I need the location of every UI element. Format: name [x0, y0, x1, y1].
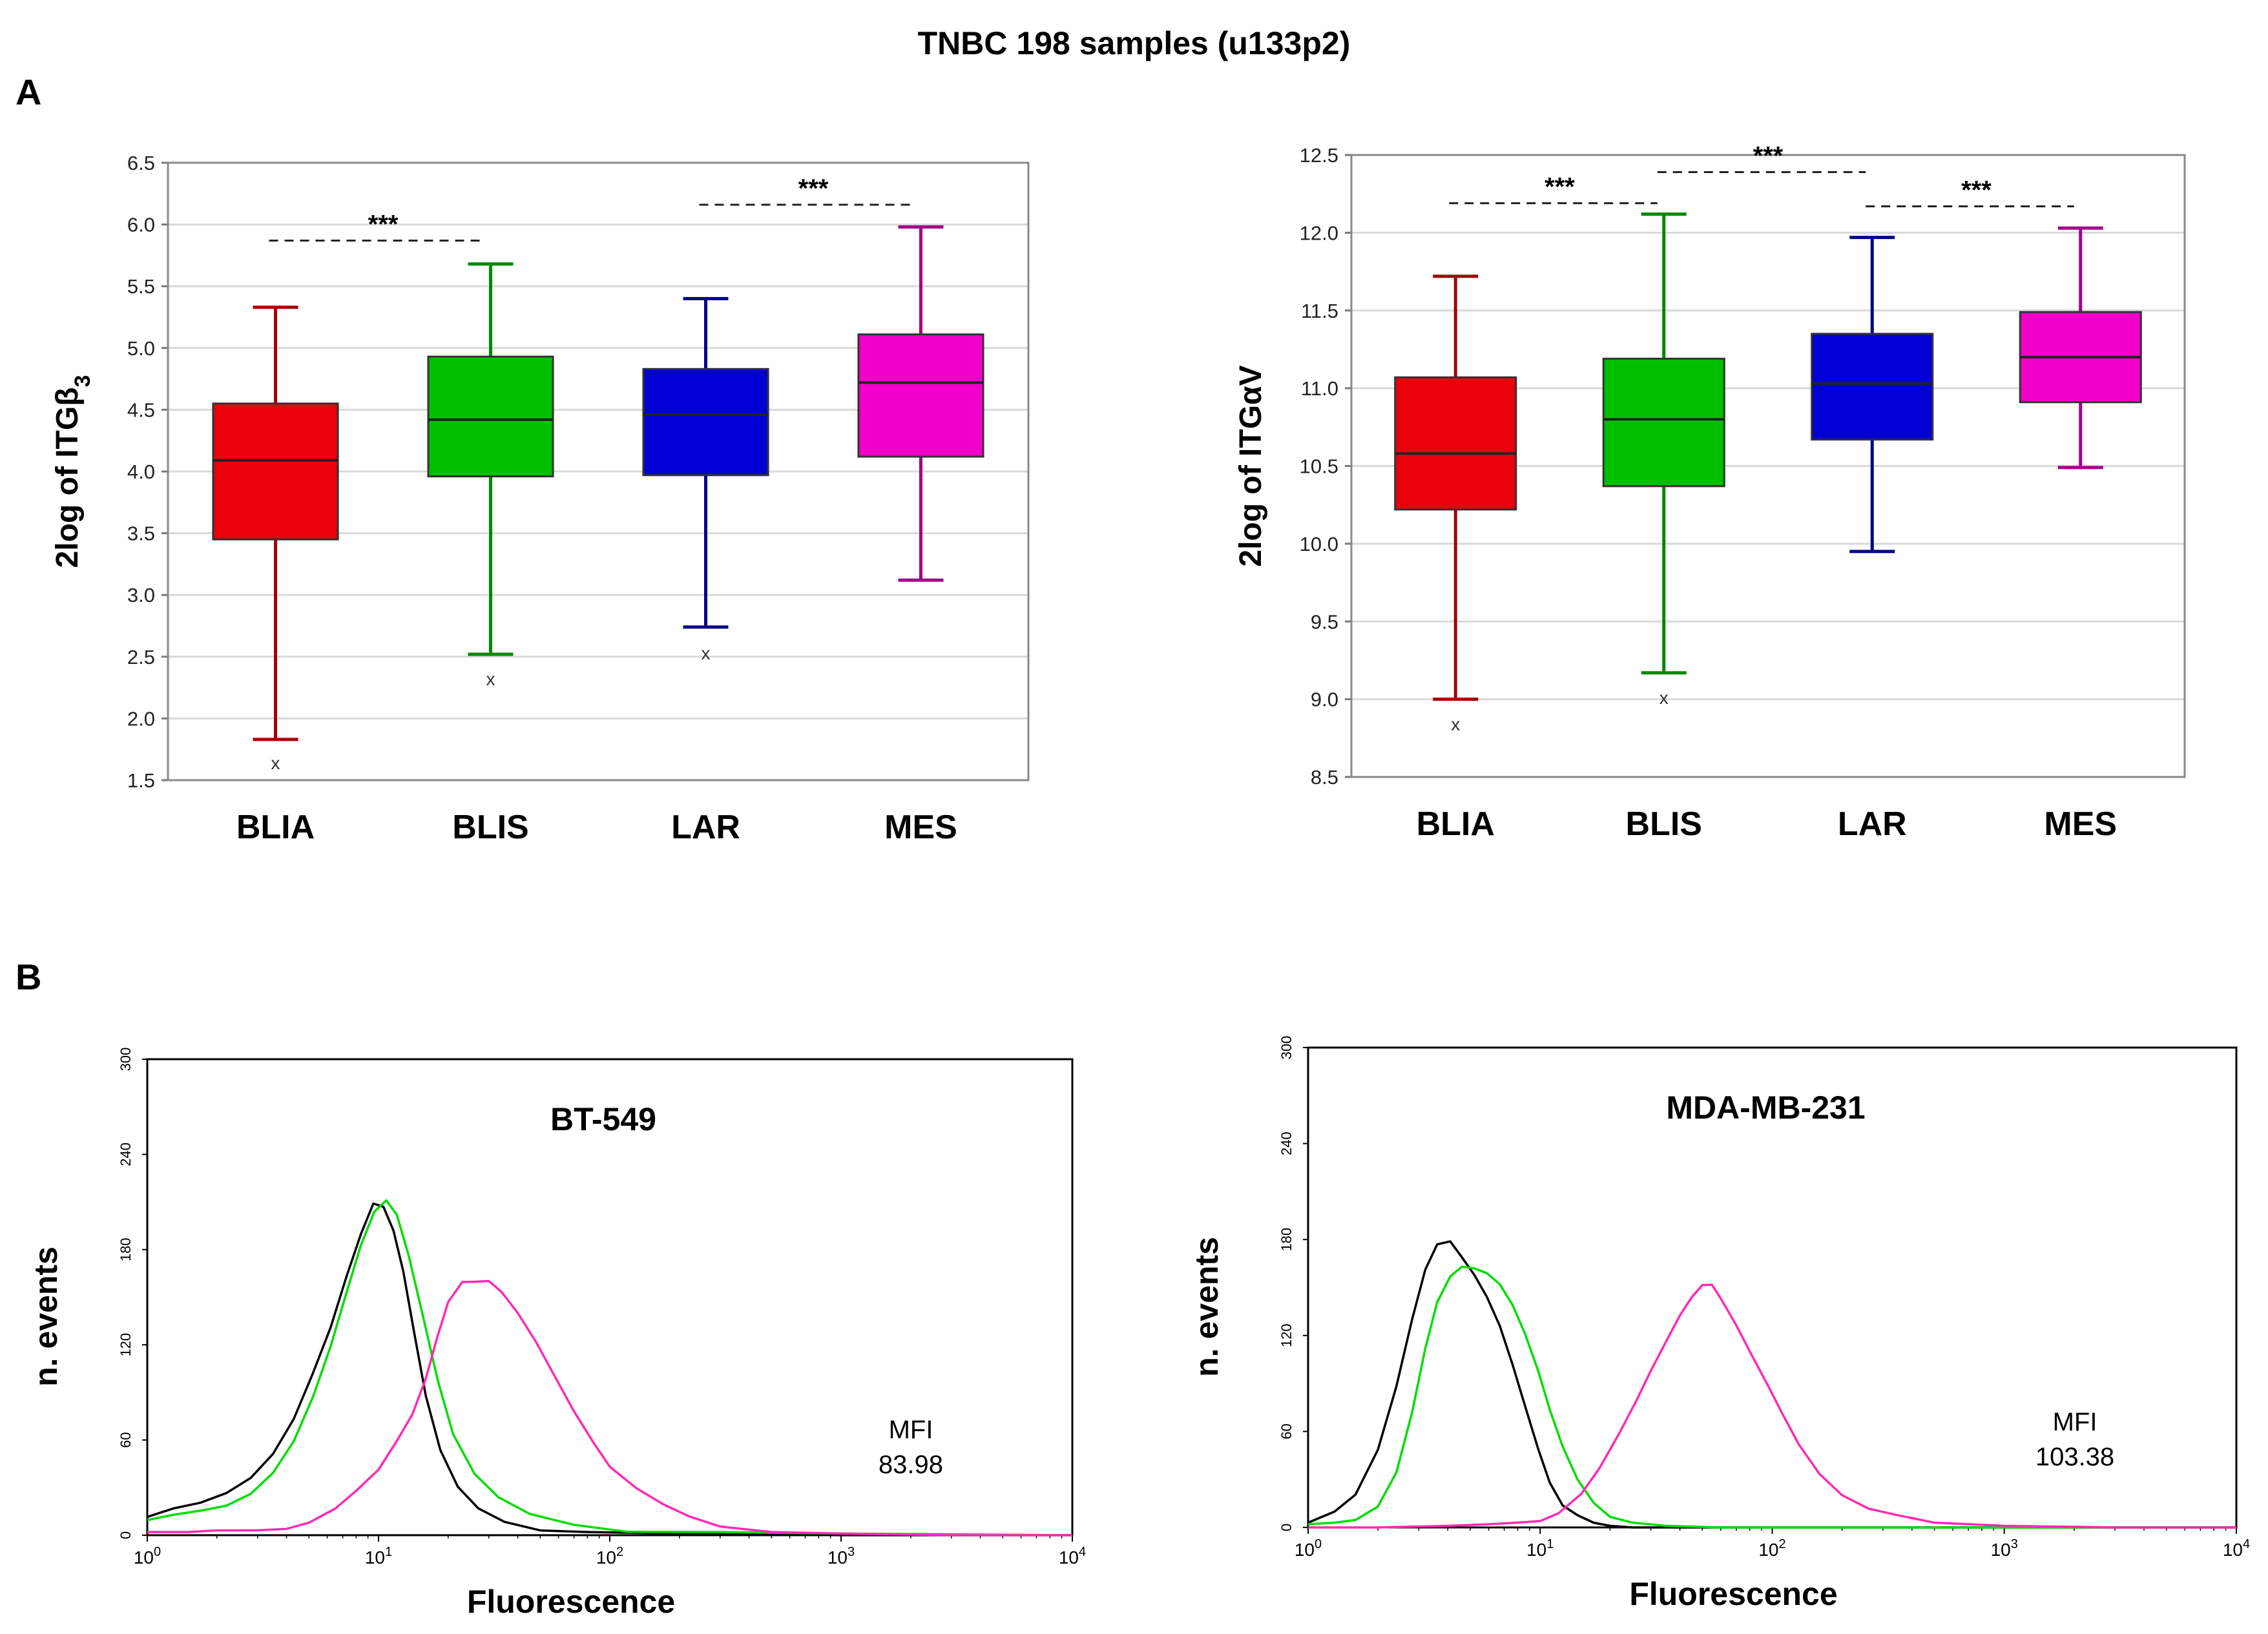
y-tick-label: 4.0	[127, 460, 155, 483]
significance-label: ***	[798, 174, 829, 203]
panel-label-a: A	[16, 72, 42, 112]
y-axis-label: n. events	[1189, 1237, 1225, 1377]
x-axis-label: Fluorescence	[1629, 1576, 1837, 1612]
box-mes	[857, 333, 984, 458]
y-tick-label: 10.5	[1300, 455, 1338, 478]
significance-label: ***	[368, 210, 399, 238]
page-title: TNBC 198 samples (u133p2)	[917, 25, 1351, 61]
y-tick-label: 8.5	[1311, 766, 1338, 789]
y-tick-label: 12.0	[1300, 222, 1338, 244]
y-tick-label: 240	[1278, 1132, 1295, 1155]
box-lar	[1811, 333, 1934, 441]
series-line-stained	[147, 1279, 1072, 1536]
series-line-isotype	[1307, 1265, 2236, 1529]
y-tick-label: 11.0	[1301, 377, 1338, 400]
annotation-label: MFI	[2053, 1408, 2097, 1436]
y-tick-label: 180	[1278, 1228, 1295, 1252]
y-tick-label: 2.5	[127, 646, 155, 668]
y-tick-label: 120	[118, 1333, 134, 1357]
outlier-marker: x	[486, 669, 495, 689]
series-line-control	[1307, 1240, 2236, 1529]
x-tick-label: LAR	[671, 809, 740, 846]
x-tick-label: MES	[884, 809, 957, 846]
x-axis-label: Fluorescence	[467, 1584, 675, 1620]
y-axis-label: 2log of ITGαV	[1234, 365, 1268, 566]
y-tick-label: 60	[1278, 1423, 1295, 1439]
x-tick-label: BLIA	[236, 809, 315, 846]
x-tick-label: 104	[1059, 1545, 1086, 1567]
chart-title: BT-549	[550, 1101, 656, 1137]
outlier-marker: x	[702, 643, 711, 663]
significance-label: ***	[1961, 176, 1992, 204]
box-lar	[642, 367, 769, 477]
x-tick-label: BLIS	[452, 809, 528, 846]
y-tick-label: 2.0	[127, 707, 155, 730]
y-tick-label: 1.5	[127, 769, 155, 792]
y-tick-label: 12.5	[1300, 144, 1338, 167]
y-tick-label: 180	[118, 1237, 134, 1261]
x-tick-label: 102	[1758, 1537, 1785, 1560]
y-axis-label: n. events	[28, 1246, 64, 1387]
x-tick-label: MES	[2044, 805, 2117, 843]
y-tick-label: 0	[1278, 1524, 1295, 1531]
annotation-value: 83.98	[879, 1451, 943, 1479]
significance-label: ***	[1545, 173, 1575, 202]
y-tick-label: 60	[118, 1432, 134, 1447]
y-tick-label: 300	[118, 1048, 134, 1071]
y-tick-label: 6.0	[127, 214, 155, 236]
x-tick-label: BLIA	[1417, 805, 1495, 843]
y-tick-label: 11.5	[1301, 300, 1338, 322]
x-tick-label: 101	[365, 1545, 392, 1567]
chart-title: MDA-MB-231	[1666, 1090, 1865, 1126]
y-tick-label: 300	[1278, 1036, 1295, 1060]
x-tick-label: 104	[2223, 1537, 2250, 1560]
y-tick-label: 10.0	[1300, 533, 1338, 555]
series-line-control	[147, 1202, 1072, 1536]
series-line-isotype	[147, 1199, 1073, 1536]
x-tick-label: LAR	[1838, 805, 1907, 843]
x-tick-label: 101	[1526, 1537, 1554, 1560]
plot-frame	[1350, 154, 2186, 778]
plot-frame	[167, 161, 1030, 781]
y-tick-label: 5.5	[127, 275, 155, 298]
x-tick-label: 103	[827, 1545, 855, 1567]
panel-label-b: B	[16, 957, 42, 997]
y-tick-label: 240	[118, 1143, 134, 1166]
x-tick-label: BLIS	[1626, 805, 1702, 843]
outlier-marker: x	[271, 753, 280, 773]
y-tick-label: 3.5	[127, 522, 155, 545]
x-tick-label: 102	[596, 1545, 623, 1567]
series-line-stained	[1308, 1283, 2236, 1529]
box-blis	[1602, 357, 1725, 488]
x-tick-label: 103	[1991, 1537, 2018, 1560]
significance-label: ***	[1753, 141, 1784, 170]
outlier-marker: x	[1659, 688, 1669, 708]
y-tick-label: 4.5	[127, 398, 155, 421]
annotation-value: 103.38	[2035, 1443, 2114, 1471]
box-blia	[212, 402, 339, 541]
x-tick-label: 100	[134, 1545, 161, 1567]
y-tick-label: 0	[118, 1531, 134, 1539]
y-tick-label: 9.5	[1311, 610, 1338, 633]
y-tick-label: 9.0	[1311, 688, 1338, 711]
x-tick-label: 100	[1295, 1537, 1322, 1560]
y-tick-label: 120	[1278, 1323, 1295, 1347]
y-tick-label: 5.0	[127, 337, 155, 360]
y-tick-label: 6.5	[127, 152, 155, 174]
y-axis-label: 2log of ITGβ3	[50, 375, 95, 568]
box-blis	[427, 355, 554, 478]
outlier-marker: x	[1451, 714, 1460, 734]
annotation-label: MFI	[889, 1416, 933, 1444]
y-tick-label: 3.0	[127, 584, 155, 606]
box-blia	[1394, 376, 1517, 511]
